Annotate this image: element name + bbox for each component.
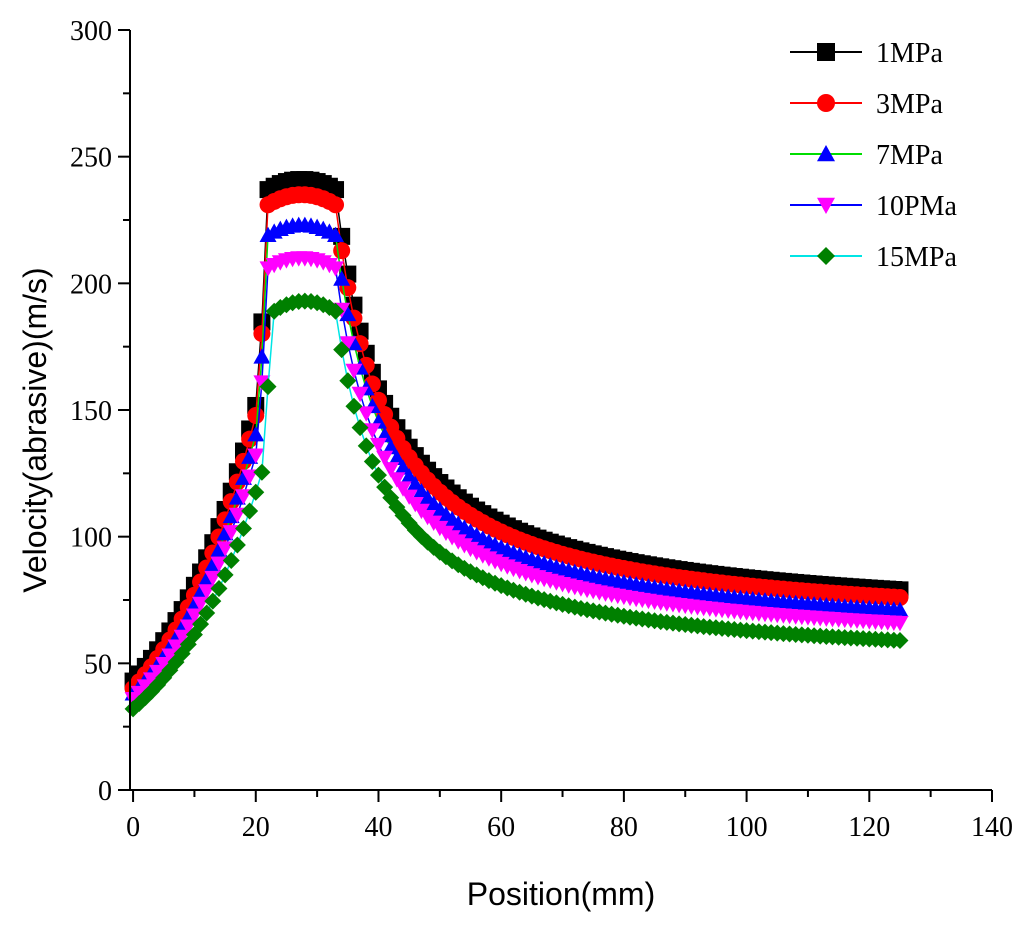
legend-marker [817,145,835,162]
legend-label: 1MPa [876,38,943,69]
data-point [161,648,179,664]
legend-item: 15MPa [790,242,957,273]
data-point [259,378,277,396]
series-10PMa [124,251,909,708]
axis-ticks: 0 20 40 60 80 100 120 140 0 50 100 150 200 250 300 [70,16,1013,843]
legend-label: 3MPa [876,89,943,120]
series-15MPa [124,292,909,718]
data-point [339,372,357,390]
legend-marker [817,247,835,265]
y-tick-label: 50 [84,649,112,680]
data-marks [124,171,909,718]
x-tick-label: 80 [610,812,638,843]
data-point [247,448,265,464]
data-point [891,601,909,617]
data-point [228,536,246,554]
legend-label: 15MPa [876,242,957,273]
data-point [204,592,222,610]
y-axis-label: Velocity(abrasive)(m/s) [17,267,53,592]
data-point [388,472,406,488]
data-point [253,463,271,481]
data-point [192,615,210,633]
data-point [185,608,203,624]
data-point [253,325,271,343]
data-point [247,406,265,424]
y-tick-label: 300 [70,16,112,47]
data-point [382,439,400,455]
x-tick-label: 20 [242,812,270,843]
data-point [357,406,375,422]
data-point [235,489,253,505]
data-point [253,348,271,364]
data-point [327,196,345,214]
data-point [376,450,394,467]
data-point [327,302,345,320]
data-point [179,619,197,635]
data-point [198,604,216,622]
data-point [363,453,381,471]
y-tick-label: 100 [70,523,112,554]
data-point [241,502,259,520]
data-point [369,466,387,484]
legend-label: 7MPa [876,140,943,171]
data-point [357,437,375,455]
data-point [394,459,412,475]
data-point [333,341,351,359]
x-axis-label: Position(mm) [467,876,655,912]
x-tick-label: 40 [364,812,392,843]
data-point [222,551,240,569]
data-point [253,375,271,391]
data-point [167,639,185,655]
x-tick-label: 140 [971,812,1013,843]
data-point [388,449,406,466]
data-point [345,363,363,380]
x-tick-label: 60 [487,812,515,843]
data-point [891,588,909,606]
legend-item: 3MPa [790,89,943,120]
y-tick-label: 0 [98,776,112,807]
data-point [210,579,228,597]
data-point [351,386,369,403]
data-point [235,520,253,538]
data-point [369,437,387,454]
x-tick-label: 100 [726,812,768,843]
data-point [247,426,265,442]
data-point [891,632,909,650]
data-point [192,596,210,613]
y-tick-label: 150 [70,396,112,427]
legend: 1MPa 3MPa 7MPa 10PMa 15MPa [790,38,957,273]
data-point [382,462,400,478]
legend-marker [817,43,835,61]
data-point [247,483,265,501]
data-point [345,397,363,415]
data-point [241,469,259,485]
legend-label: 10PMa [876,191,957,222]
data-point [155,656,173,673]
data-point [394,481,412,497]
x-tick-label: 0 [126,812,140,843]
data-point [228,507,246,524]
y-tick-label: 250 [70,143,112,174]
y-tick-label: 200 [70,269,112,300]
data-point [891,616,909,632]
legend-marker [817,197,835,214]
data-point [327,226,345,242]
data-point [173,629,191,646]
x-tick-label: 120 [848,812,890,843]
data-point [333,242,351,260]
data-point [339,336,357,352]
legend-item: 7MPa [790,140,943,171]
data-point [351,419,369,437]
data-point [327,261,345,277]
legend-item: 10PMa [790,191,957,222]
data-point [363,423,381,439]
legend-item: 1MPa [790,38,943,69]
legend-marker [817,94,835,112]
data-point [216,566,234,584]
